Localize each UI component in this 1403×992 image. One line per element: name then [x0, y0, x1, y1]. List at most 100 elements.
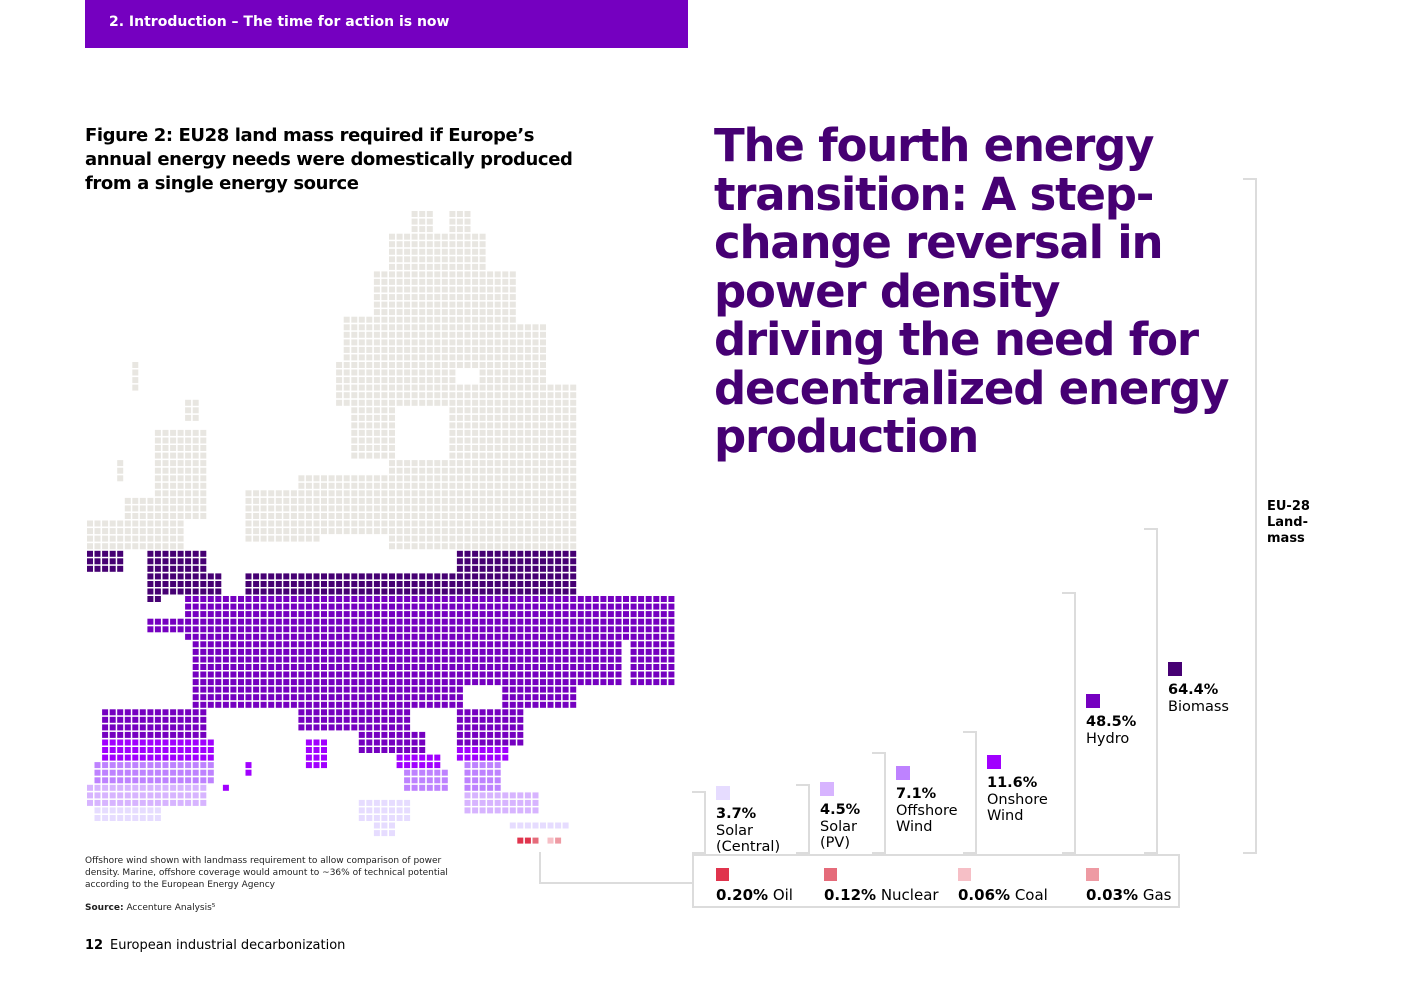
- map-cell: [479, 263, 486, 270]
- map-cell: [389, 815, 395, 821]
- map-cell: [494, 633, 501, 640]
- map-cell: [404, 611, 411, 618]
- map-cell: [434, 354, 441, 361]
- map-cell: [419, 581, 426, 587]
- map-cell: [570, 603, 577, 610]
- map-cell: [230, 626, 237, 633]
- map-cell: [192, 452, 199, 459]
- map-cell: [358, 648, 365, 655]
- map-cell: [358, 611, 365, 618]
- map-cell: [623, 596, 629, 602]
- map-cell: [562, 460, 569, 467]
- map-cell: [389, 399, 395, 406]
- map-cell: [472, 475, 479, 482]
- map-cell: [562, 535, 569, 542]
- map-cell: [389, 543, 395, 550]
- map-cell: [177, 497, 184, 504]
- nuclear-pct: 0.12%: [824, 886, 877, 904]
- map-cell: [404, 543, 411, 550]
- map-cell: [177, 429, 184, 436]
- map-cell: [170, 437, 177, 444]
- map-cell: [124, 754, 131, 761]
- map-cell: [472, 633, 479, 640]
- map-cell: [456, 739, 463, 746]
- map-cell: [245, 611, 252, 618]
- map-cell: [298, 497, 305, 504]
- map-cell: [109, 535, 116, 542]
- map-cell: [260, 505, 267, 512]
- map-cell: [524, 686, 531, 693]
- map-cell: [562, 679, 569, 686]
- map-cell: [321, 596, 327, 602]
- map-cell: [389, 271, 395, 278]
- map-cell: [185, 414, 192, 421]
- map-cell: [154, 445, 161, 451]
- map-cell: [532, 414, 539, 421]
- map-cell: [200, 777, 207, 784]
- map-cell: [298, 482, 305, 489]
- map-cell: [139, 716, 146, 723]
- map-cell: [321, 656, 327, 663]
- map-cell: [328, 626, 335, 633]
- map-cell: [336, 618, 343, 625]
- map-cell: [373, 664, 380, 670]
- map-cell: [638, 656, 645, 663]
- map-cell: [464, 467, 471, 474]
- map-cell: [207, 573, 214, 580]
- map-cell: [404, 354, 411, 361]
- map-cell: [509, 528, 516, 535]
- map-cell: [381, 633, 388, 640]
- map-cell: [615, 656, 622, 663]
- map-cell: [434, 331, 441, 338]
- page-number: 12: [85, 938, 104, 953]
- map-cell: [464, 671, 471, 678]
- map-cell: [487, 407, 494, 414]
- map-cell: [305, 656, 312, 663]
- map-cell: [230, 618, 237, 625]
- map-cell: [456, 618, 463, 625]
- map-cell: [305, 701, 312, 708]
- map-cell: [396, 263, 403, 270]
- map-cell: [472, 792, 479, 799]
- map-cell: [540, 596, 546, 602]
- map-cell: [494, 384, 501, 391]
- map-cell: [170, 550, 177, 557]
- map-cell: [524, 331, 531, 338]
- map-cell: [509, 278, 516, 285]
- map-cell: [381, 596, 388, 602]
- map-cell: [404, 263, 411, 270]
- map-cell: [283, 497, 290, 504]
- map-cell: [494, 731, 501, 738]
- map-cell: [275, 588, 282, 595]
- map-cell: [358, 664, 365, 670]
- map-cell: [426, 573, 433, 580]
- map-cell: [449, 271, 456, 278]
- map-cell: [336, 596, 343, 602]
- map-cell: [389, 497, 395, 504]
- map-cell: [162, 762, 169, 769]
- map-cell: [147, 505, 154, 512]
- map-cell: [162, 716, 169, 723]
- map-cell: [487, 558, 494, 565]
- map-cell: [389, 414, 395, 421]
- map-cell: [502, 429, 509, 436]
- map-cell: [170, 792, 177, 799]
- map-cell: [411, 739, 418, 746]
- map-cell: [147, 784, 154, 791]
- map-cell: [305, 739, 312, 746]
- map-cell: [426, 588, 433, 595]
- map-cell: [456, 724, 463, 731]
- map-cell: [570, 588, 577, 595]
- map-cell: [373, 377, 380, 384]
- map-cell: [366, 346, 373, 353]
- map-cell: [185, 799, 192, 806]
- map-cell: [540, 505, 546, 512]
- map-cell: [600, 596, 607, 602]
- map-cell: [441, 528, 448, 535]
- map-cell: [366, 686, 373, 693]
- map-cell: [517, 671, 524, 678]
- map-cell: [268, 694, 275, 701]
- map-cell: [373, 641, 380, 648]
- map-cell: [419, 528, 426, 535]
- map-cell: [449, 588, 456, 595]
